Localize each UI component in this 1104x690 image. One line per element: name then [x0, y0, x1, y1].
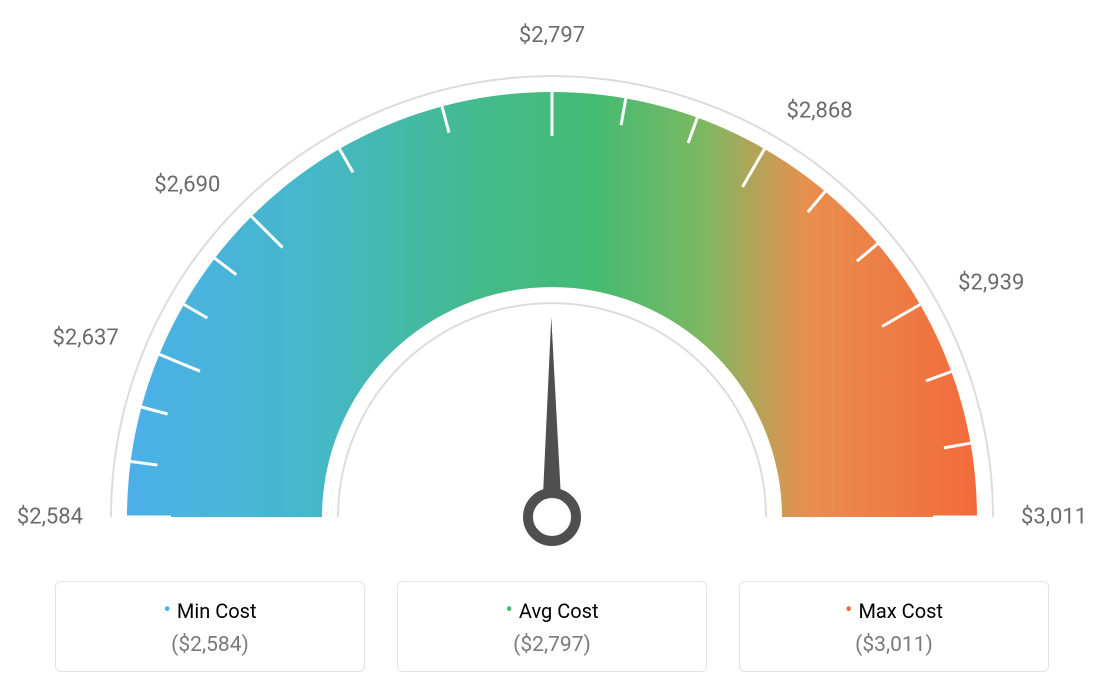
legend-title-avg: • Avg Cost — [408, 598, 696, 623]
legend-row: •Min Cost ($2,584) •Avg Cost ($2,797) •M… — [0, 581, 1104, 672]
gauge-chart — [67, 62, 1037, 607]
gauge-tick-label: $2,797 — [519, 23, 585, 48]
legend-label-max: Max Cost — [858, 599, 943, 623]
legend-dot-min: • — [163, 598, 170, 623]
gauge-tick-label: $2,690 — [154, 173, 220, 198]
legend-title-min: • Min Cost — [66, 598, 354, 623]
gauge-tick-label: $2,584 — [17, 505, 83, 530]
legend-card-min: • Min Cost ($2,584) — [55, 581, 365, 672]
legend-value-max: ($3,011) — [750, 633, 1038, 657]
gauge-tick-label: $2,637 — [53, 325, 119, 350]
gauge-area: $2,584 $2,637 $2,690 $2,797 $2,868 $2,939 $3,0… — [0, 0, 1104, 560]
cost-gauge-container: $2,584 $2,637 $2,690 $2,797 $2,868 $2,939 $3,0… — [0, 0, 1104, 690]
gauge-tick-label: $2,939 — [958, 270, 1024, 295]
legend-dot-max: • — [845, 598, 852, 623]
gauge-tick-label: $3,011 — [1021, 505, 1087, 530]
gauge-tick-label: $2,868 — [787, 98, 853, 123]
legend-label-min: Min Cost — [177, 599, 257, 623]
legend-label-avg: Avg Cost — [519, 599, 599, 623]
legend-card-avg: • Avg Cost ($2,797) — [397, 581, 707, 672]
legend-value-min: ($2,584) — [66, 633, 354, 657]
legend-dot-avg: • — [505, 598, 512, 623]
legend-title-max: •Max Cost — [750, 598, 1038, 623]
legend-card-max: •Max Cost ($3,011) — [739, 581, 1049, 672]
legend-value-avg: ($2,797) — [408, 633, 696, 657]
